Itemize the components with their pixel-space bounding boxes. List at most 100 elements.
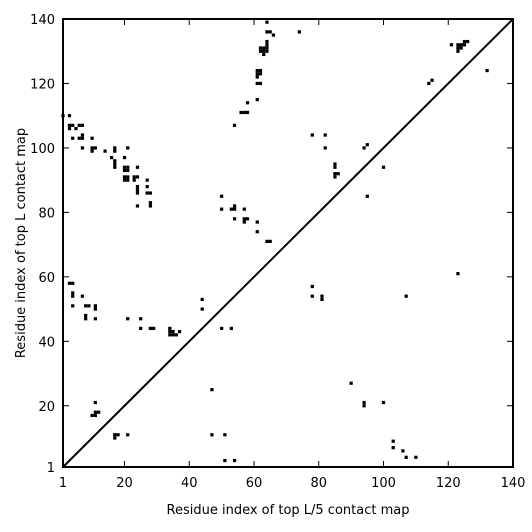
contact-point-lower <box>93 413 97 418</box>
contact-point-upper <box>239 110 243 115</box>
x-axis-label: Residue index of top L/5 contact map <box>167 503 410 518</box>
contact-point-upper <box>126 165 130 169</box>
contact-point-lower <box>401 449 405 453</box>
contact-point-upper <box>242 110 246 115</box>
contact-point-upper <box>262 46 266 50</box>
contact-point-upper <box>255 81 259 86</box>
y-tick-label: 100 <box>30 142 55 157</box>
contact-point-upper <box>271 33 276 37</box>
diagonal-line <box>62 18 514 468</box>
contact-point-lower <box>414 455 418 459</box>
contact-point-lower <box>174 333 178 337</box>
contact-point-upper <box>268 239 272 243</box>
contact-point-lower <box>93 317 97 321</box>
contact-point-lower <box>139 317 143 321</box>
contact-point-upper <box>459 43 463 47</box>
contact-point-upper <box>258 72 263 76</box>
contact-point-lower <box>310 284 314 289</box>
contact-point-upper <box>258 81 263 86</box>
contact-point-upper <box>255 97 259 102</box>
contact-point-lower <box>93 307 97 311</box>
contact-point-upper <box>265 20 269 24</box>
contact-point-upper <box>71 123 75 127</box>
contact-point-upper <box>220 194 224 198</box>
contact-point-lower <box>148 326 153 331</box>
contact-point-upper <box>148 201 153 205</box>
contact-point-upper <box>255 72 259 76</box>
contact-point-lower <box>87 304 91 308</box>
x-tick-label: 80 <box>310 476 327 491</box>
contact-point-upper <box>126 168 130 173</box>
contact-point-lower <box>391 439 395 443</box>
contact-point-upper <box>258 68 263 73</box>
x-tick-label: 20 <box>116 476 133 491</box>
contact-point-lower <box>362 400 366 405</box>
contact-point-upper <box>381 165 386 169</box>
contact-point-upper <box>333 175 337 179</box>
contact-point-lower <box>93 410 97 414</box>
contact-point-lower <box>404 294 408 298</box>
contact-point-upper <box>242 207 246 211</box>
contact-point-lower <box>96 410 101 414</box>
contact-point-upper <box>148 204 153 208</box>
contact-point-upper <box>242 220 246 224</box>
contact-point-lower <box>223 433 227 437</box>
contact-point-upper <box>265 43 269 47</box>
contact-point-upper <box>336 172 340 176</box>
contact-point-upper <box>229 207 233 211</box>
contact-point-lower <box>320 294 324 298</box>
contact-point-upper <box>145 184 149 189</box>
contact-point-upper <box>232 207 237 211</box>
contact-point-upper <box>265 46 269 50</box>
contact-point-upper <box>245 217 250 221</box>
contact-point-upper <box>449 43 454 47</box>
contact-point-upper <box>232 217 237 221</box>
contact-point-upper <box>365 194 369 198</box>
contact-point-upper <box>80 146 85 150</box>
contact-point-upper <box>77 136 81 140</box>
contact-point-upper <box>456 49 460 53</box>
contact-point-upper <box>122 178 127 182</box>
contact-point-upper <box>333 165 337 169</box>
x-tick-label: 140 <box>501 476 526 491</box>
contact-point-lower <box>200 297 204 302</box>
contact-point-lower <box>456 272 460 276</box>
contact-point-upper <box>80 133 85 137</box>
contact-point-upper <box>90 136 94 140</box>
contact-point-upper <box>148 191 153 195</box>
contact-point-lower <box>220 326 224 331</box>
contact-point-upper <box>122 175 127 179</box>
contact-point-upper <box>258 46 263 50</box>
contact-point-upper <box>135 188 140 192</box>
contact-point-lower <box>84 304 88 308</box>
contact-point-lower <box>71 304 75 308</box>
x-tick-label: 100 <box>371 476 396 491</box>
contact-point-lower <box>168 330 172 334</box>
contact-point-upper <box>93 146 97 150</box>
contact-point-lower <box>171 333 175 337</box>
y-axis-label: Residue index of top L contact map <box>14 128 29 358</box>
contact-point-upper <box>80 123 85 127</box>
x-tick-label: 1 <box>59 476 67 491</box>
contact-point-upper <box>255 75 259 79</box>
contact-point-lower <box>404 455 408 459</box>
contact-point-upper <box>262 52 266 57</box>
contact-point-upper <box>232 123 237 127</box>
contact-point-upper <box>132 175 136 179</box>
contact-point-upper <box>462 39 467 44</box>
contact-point-upper <box>427 81 431 86</box>
contact-point-upper <box>103 149 107 153</box>
contact-point-lower <box>391 446 395 450</box>
contact-point-lower <box>310 294 314 298</box>
contact-point-lower <box>349 381 353 385</box>
y-tick-label: 20 <box>38 400 55 415</box>
x-tick-label: 40 <box>181 476 198 491</box>
contact-point-upper <box>255 230 259 234</box>
contact-point-upper <box>126 146 130 150</box>
contact-point-upper <box>365 143 369 147</box>
contact-point-upper <box>122 165 127 169</box>
contact-point-lower <box>362 404 366 408</box>
contact-point-lower <box>71 291 75 295</box>
contact-point-upper <box>145 178 149 182</box>
contact-point-upper <box>74 126 78 131</box>
